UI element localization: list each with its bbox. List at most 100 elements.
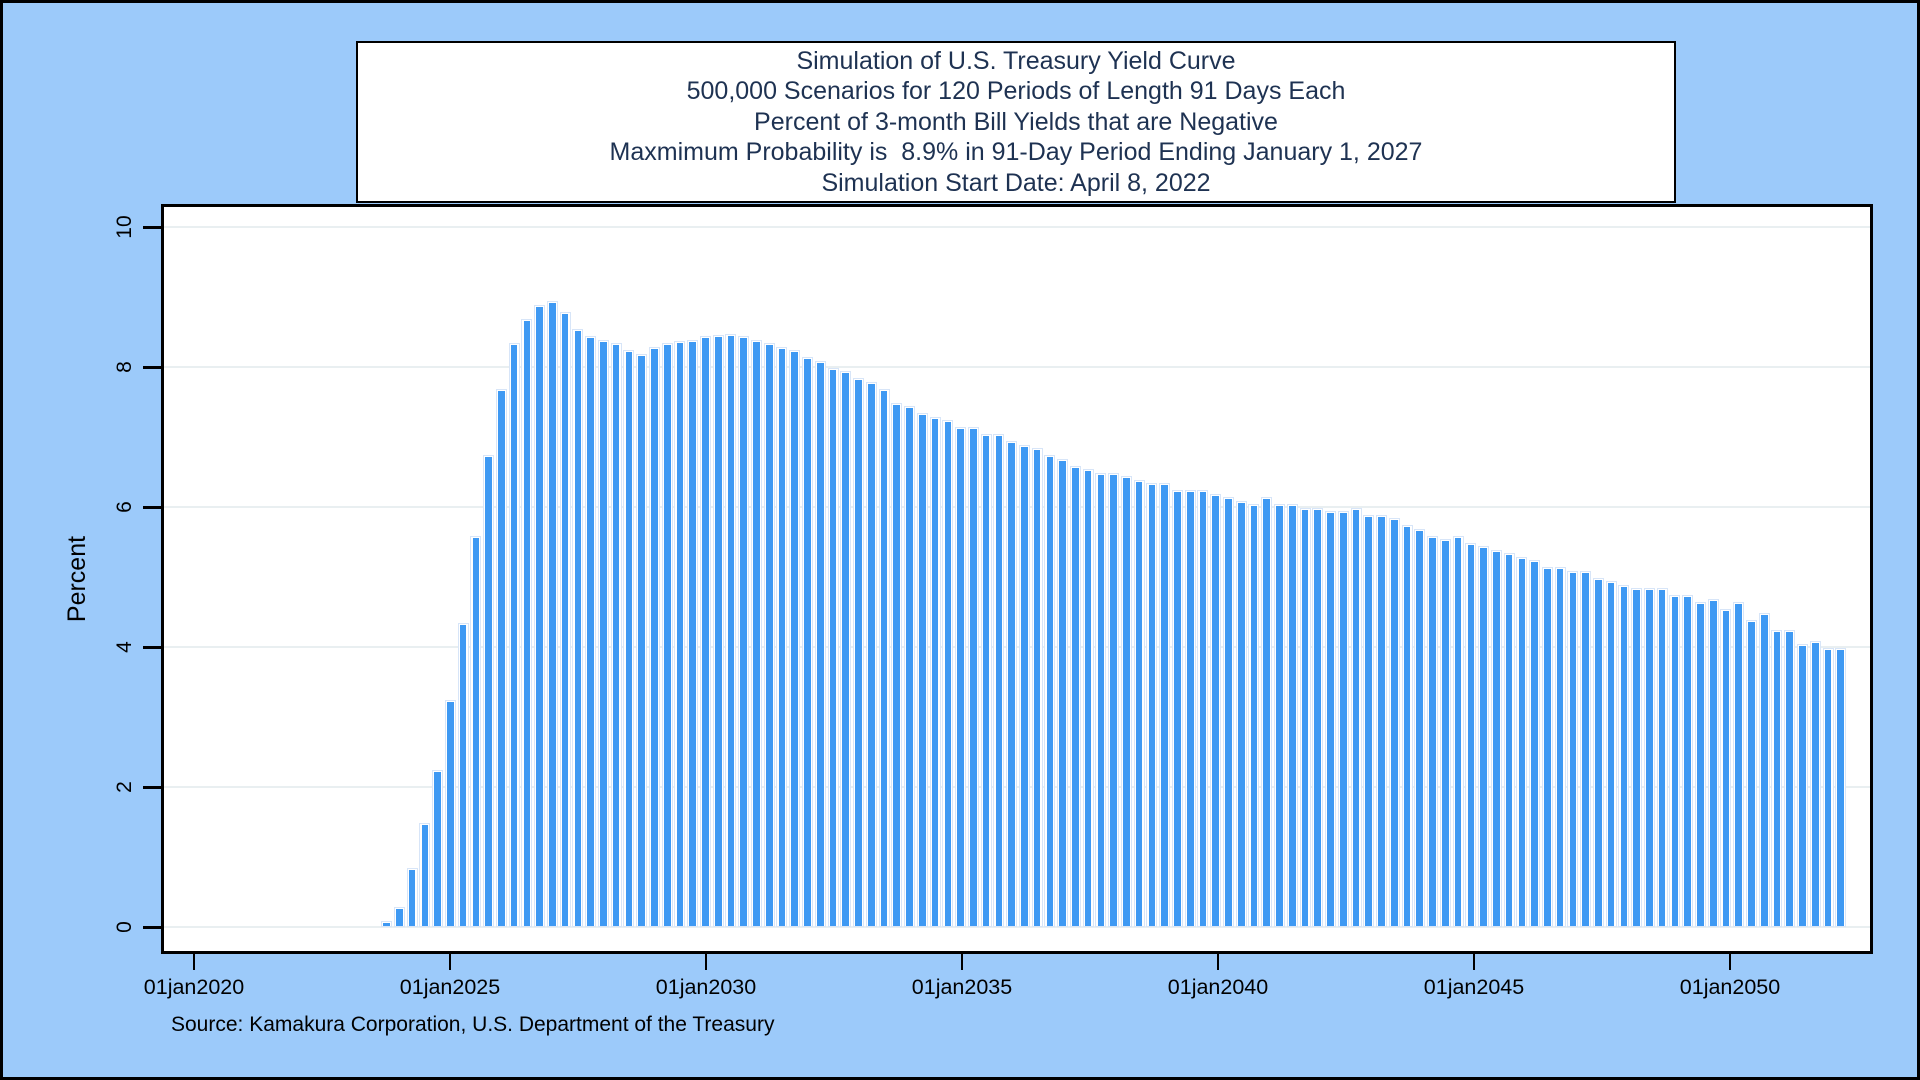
bar-fill — [1174, 492, 1181, 926]
bar-fill — [1212, 495, 1220, 926]
bar — [1286, 504, 1298, 927]
bar-fill — [1811, 642, 1819, 926]
bar-fill — [1799, 646, 1806, 926]
bar — [1618, 584, 1630, 927]
bar — [1809, 640, 1821, 927]
y-axis-tick — [143, 646, 164, 649]
bar-fill — [1314, 509, 1322, 926]
bar — [980, 434, 992, 927]
bar-fill — [1059, 460, 1066, 926]
y-tick-label: 2 — [113, 781, 136, 793]
bar-fill — [1518, 558, 1526, 926]
bar-fill — [447, 702, 454, 926]
bar-fill — [1250, 506, 1258, 926]
bar-fill — [1301, 509, 1309, 926]
bar-fill — [1773, 632, 1781, 926]
bar-fill — [919, 415, 926, 926]
bar-fill — [1480, 548, 1487, 926]
bar — [381, 920, 393, 927]
y-axis-tick — [143, 366, 164, 369]
bar-fill — [421, 824, 429, 926]
bar — [1465, 542, 1477, 927]
bar-fill — [459, 625, 467, 926]
title-line-1: Simulation of U.S. Treasury Yield Curve — [796, 46, 1236, 75]
bar-fill — [1709, 600, 1717, 926]
bar-fill — [778, 348, 786, 926]
title-line-4: Maxmimum Probability is 8.9% in 91-Day P… — [609, 138, 1423, 167]
bar — [1337, 511, 1349, 927]
y-tick-label: 10 — [113, 215, 136, 239]
x-axis-tick — [1216, 953, 1220, 970]
bar — [853, 378, 865, 927]
bar — [1720, 609, 1732, 927]
bar — [1733, 602, 1745, 927]
bar — [393, 906, 405, 927]
bar-fill — [1033, 450, 1041, 926]
bar — [789, 350, 801, 927]
bar — [1312, 507, 1324, 927]
bar-fill — [931, 418, 939, 926]
bar-fill — [472, 537, 480, 926]
bar-fill — [1671, 597, 1679, 926]
bar-fill — [434, 772, 441, 926]
x-tick-label: 01jan2040 — [1167, 975, 1269, 999]
x-axis-tick — [960, 953, 964, 970]
bar — [1273, 504, 1285, 927]
bar — [661, 343, 673, 927]
bar — [559, 311, 571, 927]
bar — [1299, 507, 1311, 927]
bar-fill — [765, 345, 773, 926]
bar — [840, 371, 852, 927]
bar-fill — [880, 390, 888, 926]
bar-fill — [1442, 541, 1449, 926]
bar-fill — [1620, 586, 1628, 926]
bar — [1108, 472, 1120, 927]
bar-fill — [612, 345, 620, 926]
bar — [1771, 630, 1783, 927]
bar-fill — [561, 313, 569, 926]
bar — [432, 770, 444, 927]
bar — [610, 343, 622, 927]
bar — [1171, 490, 1183, 927]
bar — [521, 318, 533, 927]
bar — [1414, 528, 1426, 927]
bar — [1006, 441, 1018, 927]
bar-fill — [714, 336, 722, 926]
bar-fill — [1084, 471, 1092, 926]
bar-fill — [1288, 506, 1296, 926]
bar — [470, 535, 482, 927]
bar — [1120, 476, 1132, 927]
bar — [623, 350, 635, 927]
bar-fill — [1544, 569, 1551, 926]
bar — [1376, 514, 1388, 927]
bar-fill — [523, 320, 531, 926]
bar — [1363, 514, 1375, 927]
bar-fill — [893, 404, 901, 926]
bar — [904, 406, 916, 927]
bar — [1401, 525, 1413, 927]
bar — [444, 700, 456, 927]
bar — [891, 402, 903, 927]
bar — [1261, 497, 1273, 927]
title-line-5: Simulation Start Date: April 8, 2022 — [821, 168, 1211, 197]
bar-fill — [1199, 492, 1207, 926]
bar — [699, 336, 711, 927]
bar-fill — [702, 338, 709, 926]
bar-fill — [676, 342, 684, 926]
bar — [534, 304, 546, 927]
bar — [1784, 630, 1796, 927]
bar — [495, 388, 507, 927]
bar-fill — [1225, 499, 1232, 926]
bar-fill — [1390, 520, 1398, 926]
bar — [597, 339, 609, 927]
bar — [674, 340, 686, 927]
bar — [1222, 497, 1234, 927]
bar-fill — [638, 355, 645, 926]
y-axis-tick — [143, 786, 164, 789]
bar — [1554, 567, 1566, 927]
bar-fill — [727, 335, 735, 926]
bar-fill — [510, 345, 518, 926]
bar-fill — [1607, 583, 1615, 926]
bar — [1478, 546, 1490, 927]
